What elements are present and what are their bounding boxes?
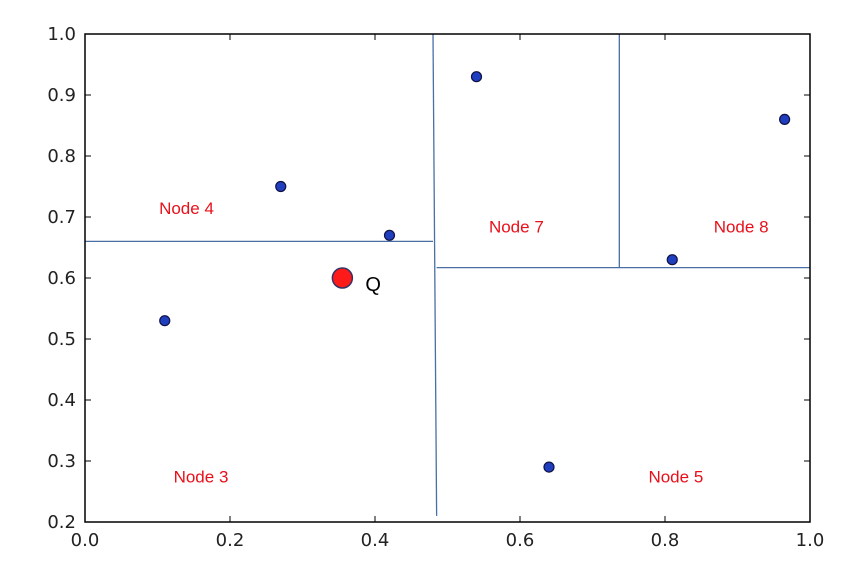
y-tick-label: 0.4 — [47, 390, 76, 411]
data-point-6 — [666, 254, 678, 266]
region-labels: Node 4 Node 7 Node 8 Node 3 Node 5 — [159, 199, 768, 486]
x-tick-label: 0.2 — [216, 530, 245, 551]
query-point-marker — [331, 267, 354, 289]
split-line-1 — [432, 33, 438, 516]
region-label-node-8: Node 8 — [714, 217, 769, 236]
data-point-5 — [543, 461, 555, 473]
region-label-node-5: Node 5 — [648, 467, 703, 486]
y-tick-label: 0.9 — [47, 85, 76, 106]
x-tick-label: 0.6 — [506, 530, 535, 551]
data-point-3 — [383, 229, 396, 241]
y-tick-label: 0.3 — [47, 451, 76, 472]
y-tick-label: 0.5 — [47, 329, 76, 350]
region-label-node-7: Node 7 — [489, 217, 544, 236]
y-tick-label: 0.8 — [47, 146, 76, 167]
split-lines — [85, 33, 810, 516]
region-label-node-3: Node 3 — [174, 467, 229, 486]
y-tick-label: 0.2 — [47, 512, 76, 533]
plot-area-frame — [84, 33, 811, 523]
y-tick-label: 1.0 — [47, 24, 76, 45]
region-label-node-4: Node 4 — [159, 199, 214, 218]
x-tick-label: 0.0 — [71, 530, 100, 551]
y-tick-label: 0.6 — [47, 268, 76, 289]
x-axis-ticks: 0.0 0.2 0.4 0.6 0.8 1.0 — [71, 34, 825, 551]
x-tick-label: 0.4 — [361, 530, 390, 551]
data-point-7 — [779, 113, 791, 126]
x-tick-label: 0.8 — [651, 530, 680, 551]
data-point-2 — [275, 180, 287, 193]
query-point-label: Q — [365, 274, 381, 296]
x-tick-label: 1.0 — [796, 530, 825, 551]
y-tick-label: 0.7 — [47, 207, 76, 228]
data-point-1 — [159, 315, 171, 327]
y-axis-ticks: 0.2 0.3 0.4 0.5 0.6 0.7 0.8 0.9 1.0 — [47, 24, 810, 533]
data-points — [159, 71, 791, 473]
query-marker: Q — [331, 267, 381, 296]
data-point-4 — [470, 71, 483, 83]
